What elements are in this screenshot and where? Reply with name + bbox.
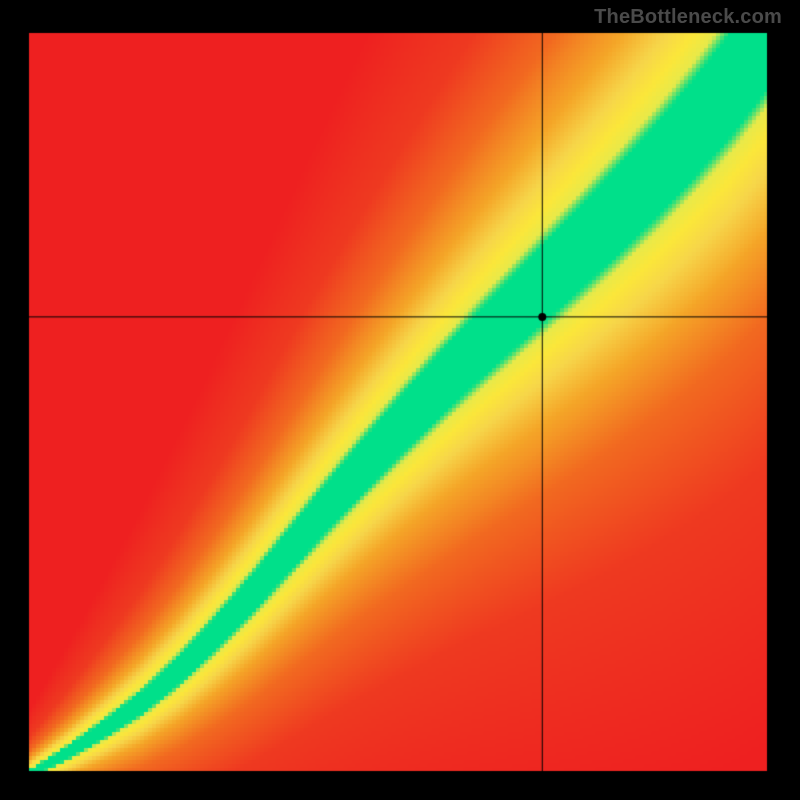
watermark-text: TheBottleneck.com [594, 6, 782, 29]
bottleneck-heatmap [0, 0, 800, 800]
